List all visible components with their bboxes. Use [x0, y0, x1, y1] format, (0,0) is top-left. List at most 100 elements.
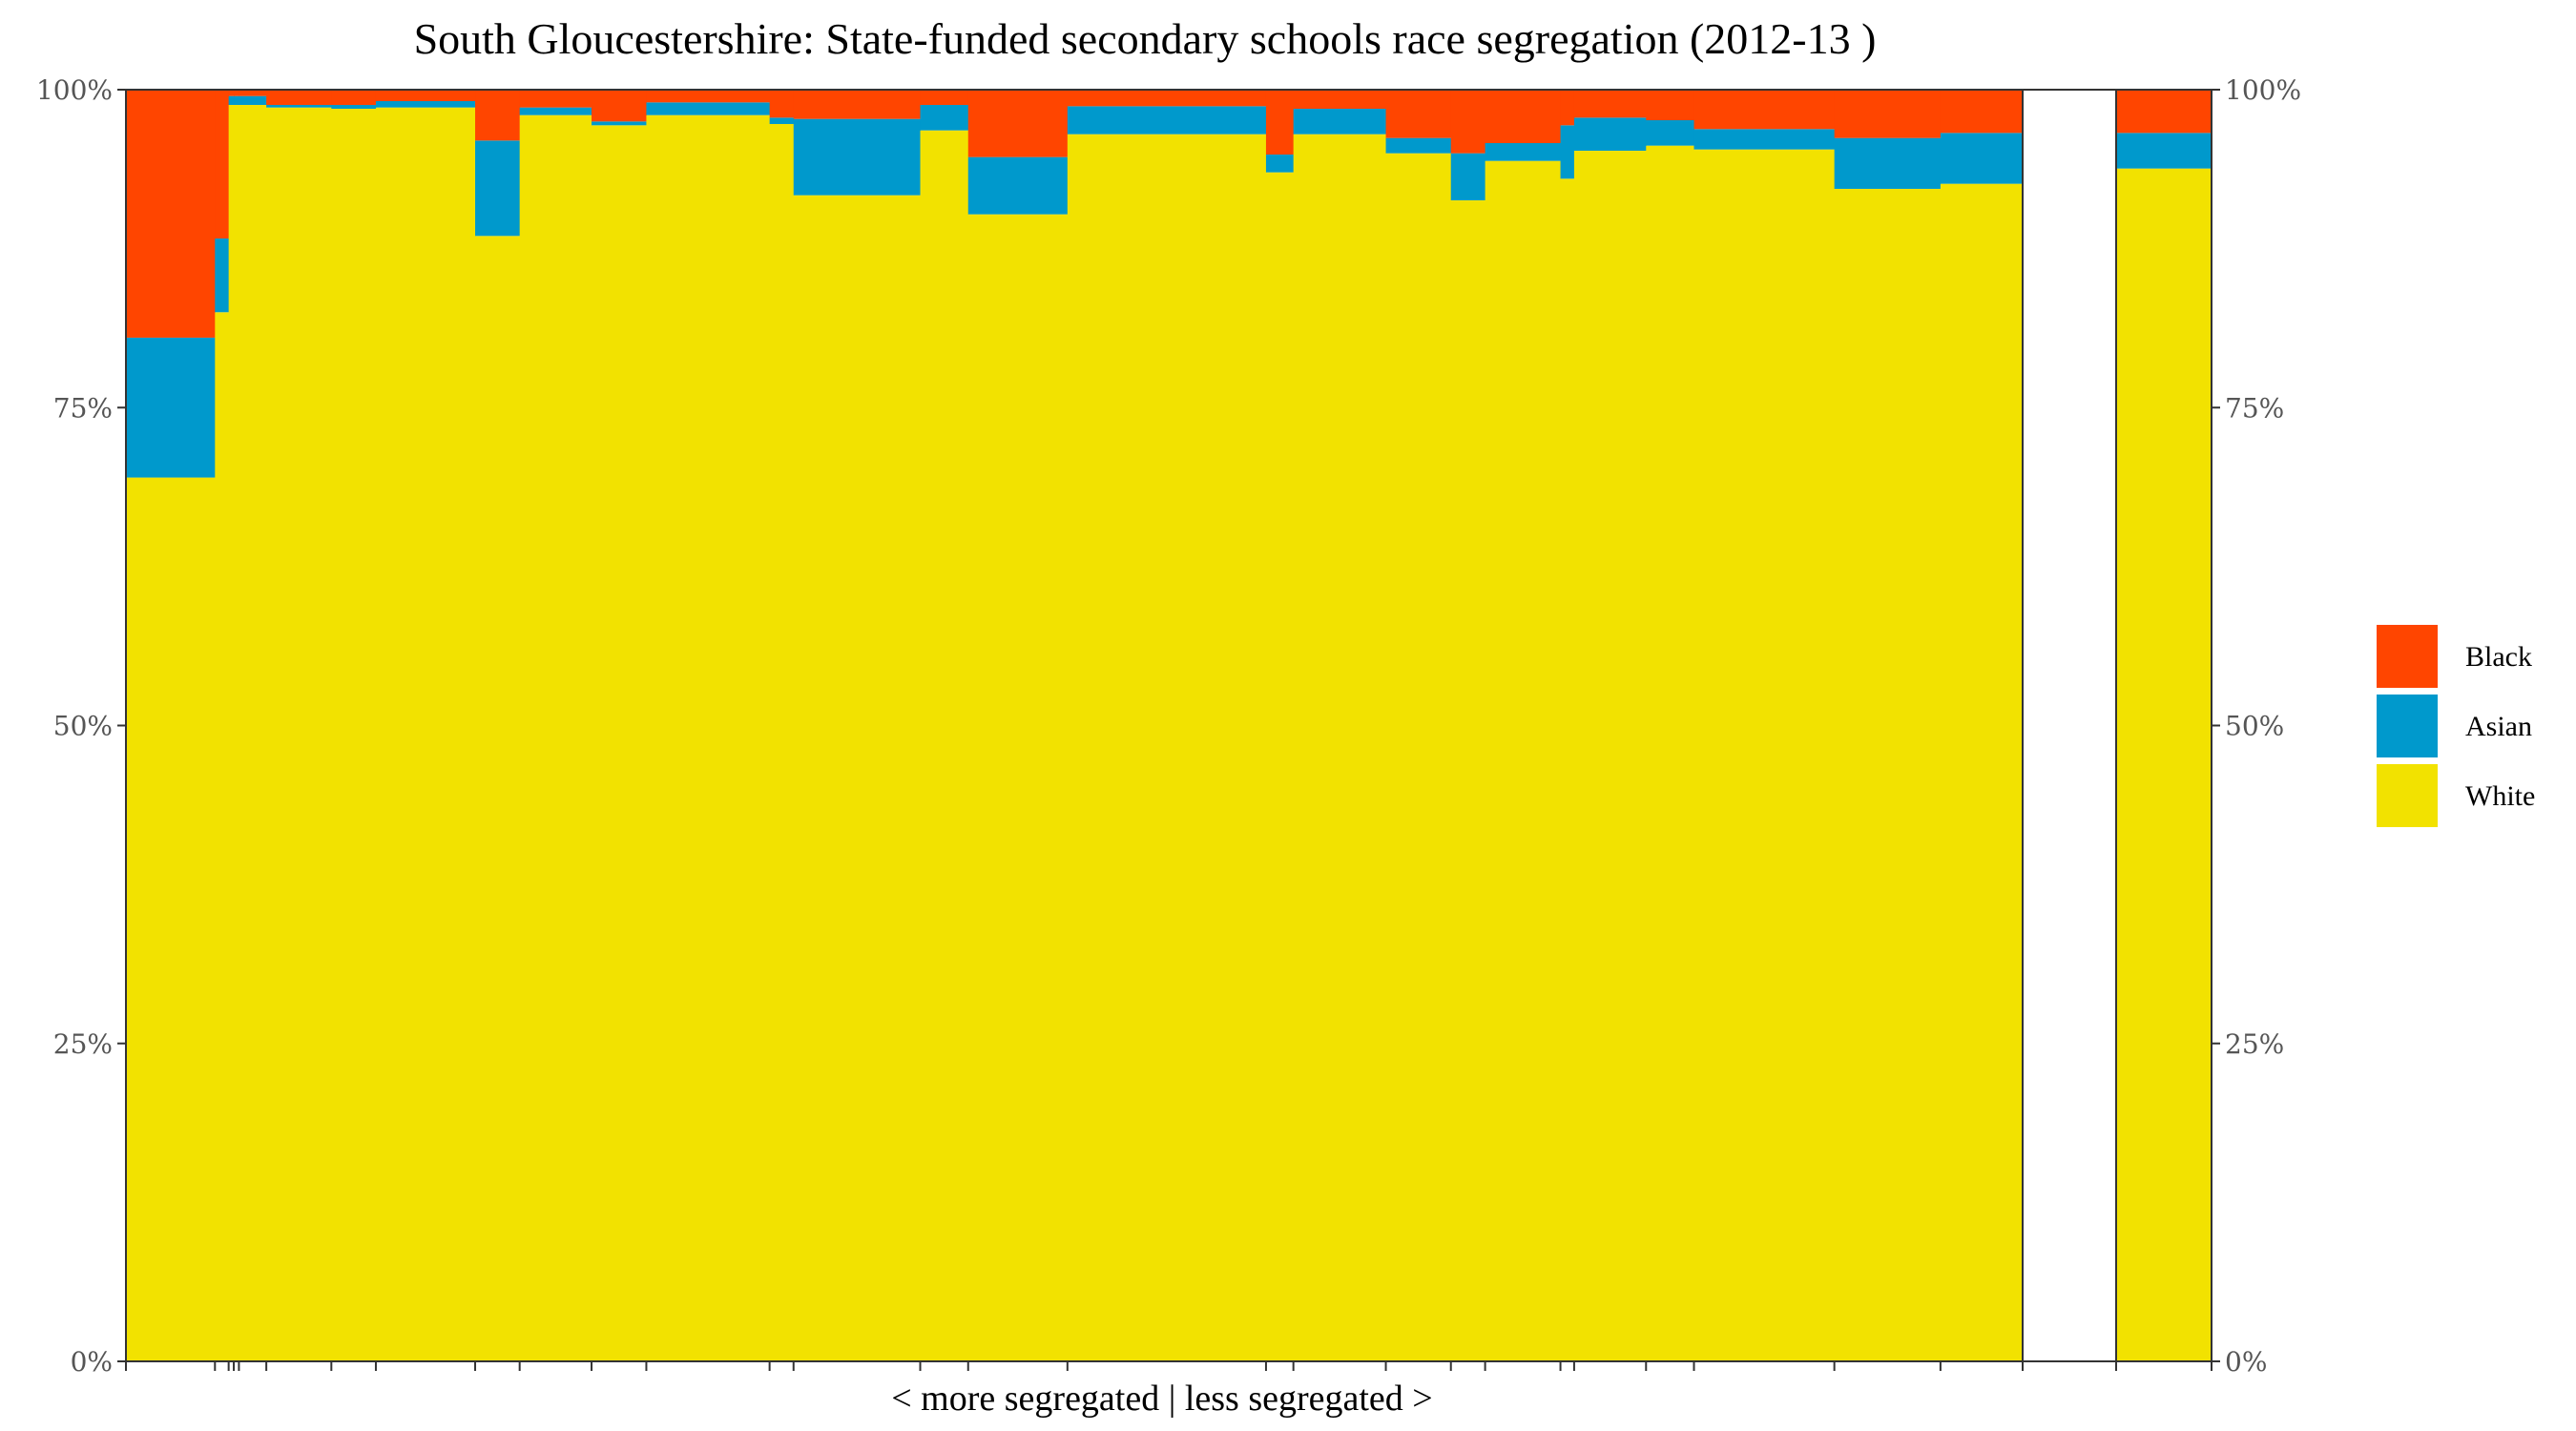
- bar-segment-white: [1693, 149, 1836, 1361]
- plot-main-panel: [125, 89, 2024, 1362]
- overall-segment-asian: [2116, 133, 2212, 169]
- school-bar-21: [1450, 90, 1486, 1362]
- legend: Black Asian White: [2375, 623, 2535, 829]
- bar-segment-black: [1067, 90, 1267, 107]
- bar-segment-asian: [375, 101, 476, 108]
- x-axis-ticks: [125, 1361, 2212, 1371]
- y-tick-label-right: 50%: [2225, 711, 2284, 742]
- bar-segment-black: [1293, 90, 1387, 109]
- bar-segment-white: [126, 477, 216, 1361]
- overall-bar: [2116, 90, 2212, 1361]
- bar-segment-white: [1265, 172, 1295, 1361]
- bar-segment-asian: [519, 107, 592, 115]
- bar-segment-white: [228, 105, 235, 1361]
- school-bar-15: [920, 90, 969, 1361]
- bar-segment-white: [475, 236, 521, 1361]
- bar-segment-black: [793, 90, 922, 119]
- school-bar-10: [519, 90, 592, 1361]
- school-bar-18: [1265, 90, 1295, 1361]
- bar-segment-white: [793, 195, 922, 1361]
- bar-segment-black: [646, 90, 771, 103]
- plot-overall-panel: [2022, 89, 2212, 1362]
- bar-segment-black: [519, 90, 592, 108]
- bar-segment-asian: [1560, 125, 1575, 179]
- bar-segment-black: [1646, 90, 1695, 120]
- bar-segment-black: [228, 90, 235, 96]
- bar-segment-black: [1560, 90, 1575, 126]
- y-axis-right: 0% 25% 50% 75% 100%: [2212, 74, 2301, 1378]
- bar-segment-white: [967, 214, 1069, 1361]
- bar-segment-black: [1385, 90, 1452, 138]
- bar-segment-white: [1385, 153, 1452, 1361]
- bar-segment-white: [769, 123, 795, 1362]
- bar-segment-asian: [1646, 119, 1695, 146]
- y-tick-label-right: 100%: [2225, 74, 2301, 106]
- school-bar-3: [228, 90, 235, 1361]
- bar-segment-asian: [1450, 153, 1486, 200]
- bar-segment-white: [331, 109, 377, 1361]
- y-tick-label-left: 25%: [53, 1028, 113, 1060]
- bar-segment-black: [331, 90, 377, 105]
- school-bar-12: [646, 90, 771, 1361]
- bar-segment-black: [375, 90, 476, 101]
- bar-segment-white: [592, 125, 648, 1361]
- y-tick-label-left: 50%: [53, 711, 113, 742]
- bar-segment-asian: [215, 238, 230, 313]
- bar-segment-asian: [1834, 137, 1942, 189]
- school-bar-26: [1693, 90, 1836, 1361]
- bar-segment-black: [126, 90, 216, 338]
- school-bar-24: [1573, 90, 1647, 1362]
- bar-segment-white: [519, 114, 592, 1361]
- school-bar-23: [1560, 90, 1575, 1361]
- bar-segment-white: [1450, 199, 1486, 1362]
- y-tick-label-right: 0%: [2225, 1346, 2267, 1378]
- bar-segment-black: [1834, 90, 1942, 138]
- school-bar-14: [793, 90, 922, 1361]
- gap-panel: [2022, 89, 2117, 1362]
- bar-segment-black: [234, 90, 240, 96]
- school-bar-2: [215, 90, 230, 1361]
- school-bar-5: [239, 90, 267, 1361]
- bar-segment-asian: [646, 102, 771, 115]
- bar-segment-asian: [1573, 117, 1647, 151]
- bar-segment-white: [1940, 183, 2024, 1361]
- school-bar-25: [1646, 90, 1695, 1361]
- bar-segment-asian: [1485, 142, 1562, 161]
- bar-segment-asian: [239, 95, 267, 105]
- bar-segment-white: [1834, 188, 1942, 1362]
- bar-segment-black: [967, 90, 1069, 157]
- y-axis-left: 0% 25% 50% 75% 100%: [36, 74, 126, 1378]
- school-bar-27: [1834, 90, 1942, 1362]
- school-bar-7: [331, 90, 377, 1361]
- y-tick-label-right: 25%: [2225, 1028, 2284, 1060]
- school-bar-22: [1485, 90, 1562, 1361]
- bar-segment-asian: [266, 105, 332, 108]
- bar-segment-black: [215, 90, 230, 238]
- y-tick-label-left: 75%: [53, 392, 113, 424]
- bar-segment-white: [239, 105, 267, 1361]
- bar-segment-black: [239, 90, 267, 96]
- bar-segment-white: [920, 130, 969, 1361]
- bar-segment-asian: [228, 95, 235, 105]
- legend-key-black: [2375, 623, 2440, 690]
- school-bar-9: [475, 90, 521, 1361]
- school-bar-4: [234, 90, 240, 1361]
- bar-segment-white: [1646, 145, 1695, 1361]
- bar-segment-asian: [1693, 129, 1836, 150]
- school-bar-8: [375, 90, 476, 1361]
- overall-segment-white: [2116, 168, 2212, 1361]
- bar-segment-black: [266, 90, 332, 105]
- legend-item-asian: Asian: [2375, 693, 2532, 759]
- school-bar-17: [1067, 90, 1267, 1361]
- school-bar-13: [769, 90, 795, 1362]
- bar-segment-black: [1940, 90, 2024, 134]
- bar-segment-white: [1573, 150, 1647, 1362]
- legend-key-asian: [2375, 693, 2440, 759]
- chart-title: South Gloucestershire: State-funded seco…: [414, 14, 1877, 63]
- bar-segment-white: [234, 105, 240, 1361]
- bar-segment-black: [1573, 90, 1647, 118]
- y-tick-label-left: 100%: [36, 74, 113, 106]
- x-axis-label: < more segregated | less segregated >: [891, 1379, 1432, 1419]
- bar-segment-white: [1560, 178, 1575, 1361]
